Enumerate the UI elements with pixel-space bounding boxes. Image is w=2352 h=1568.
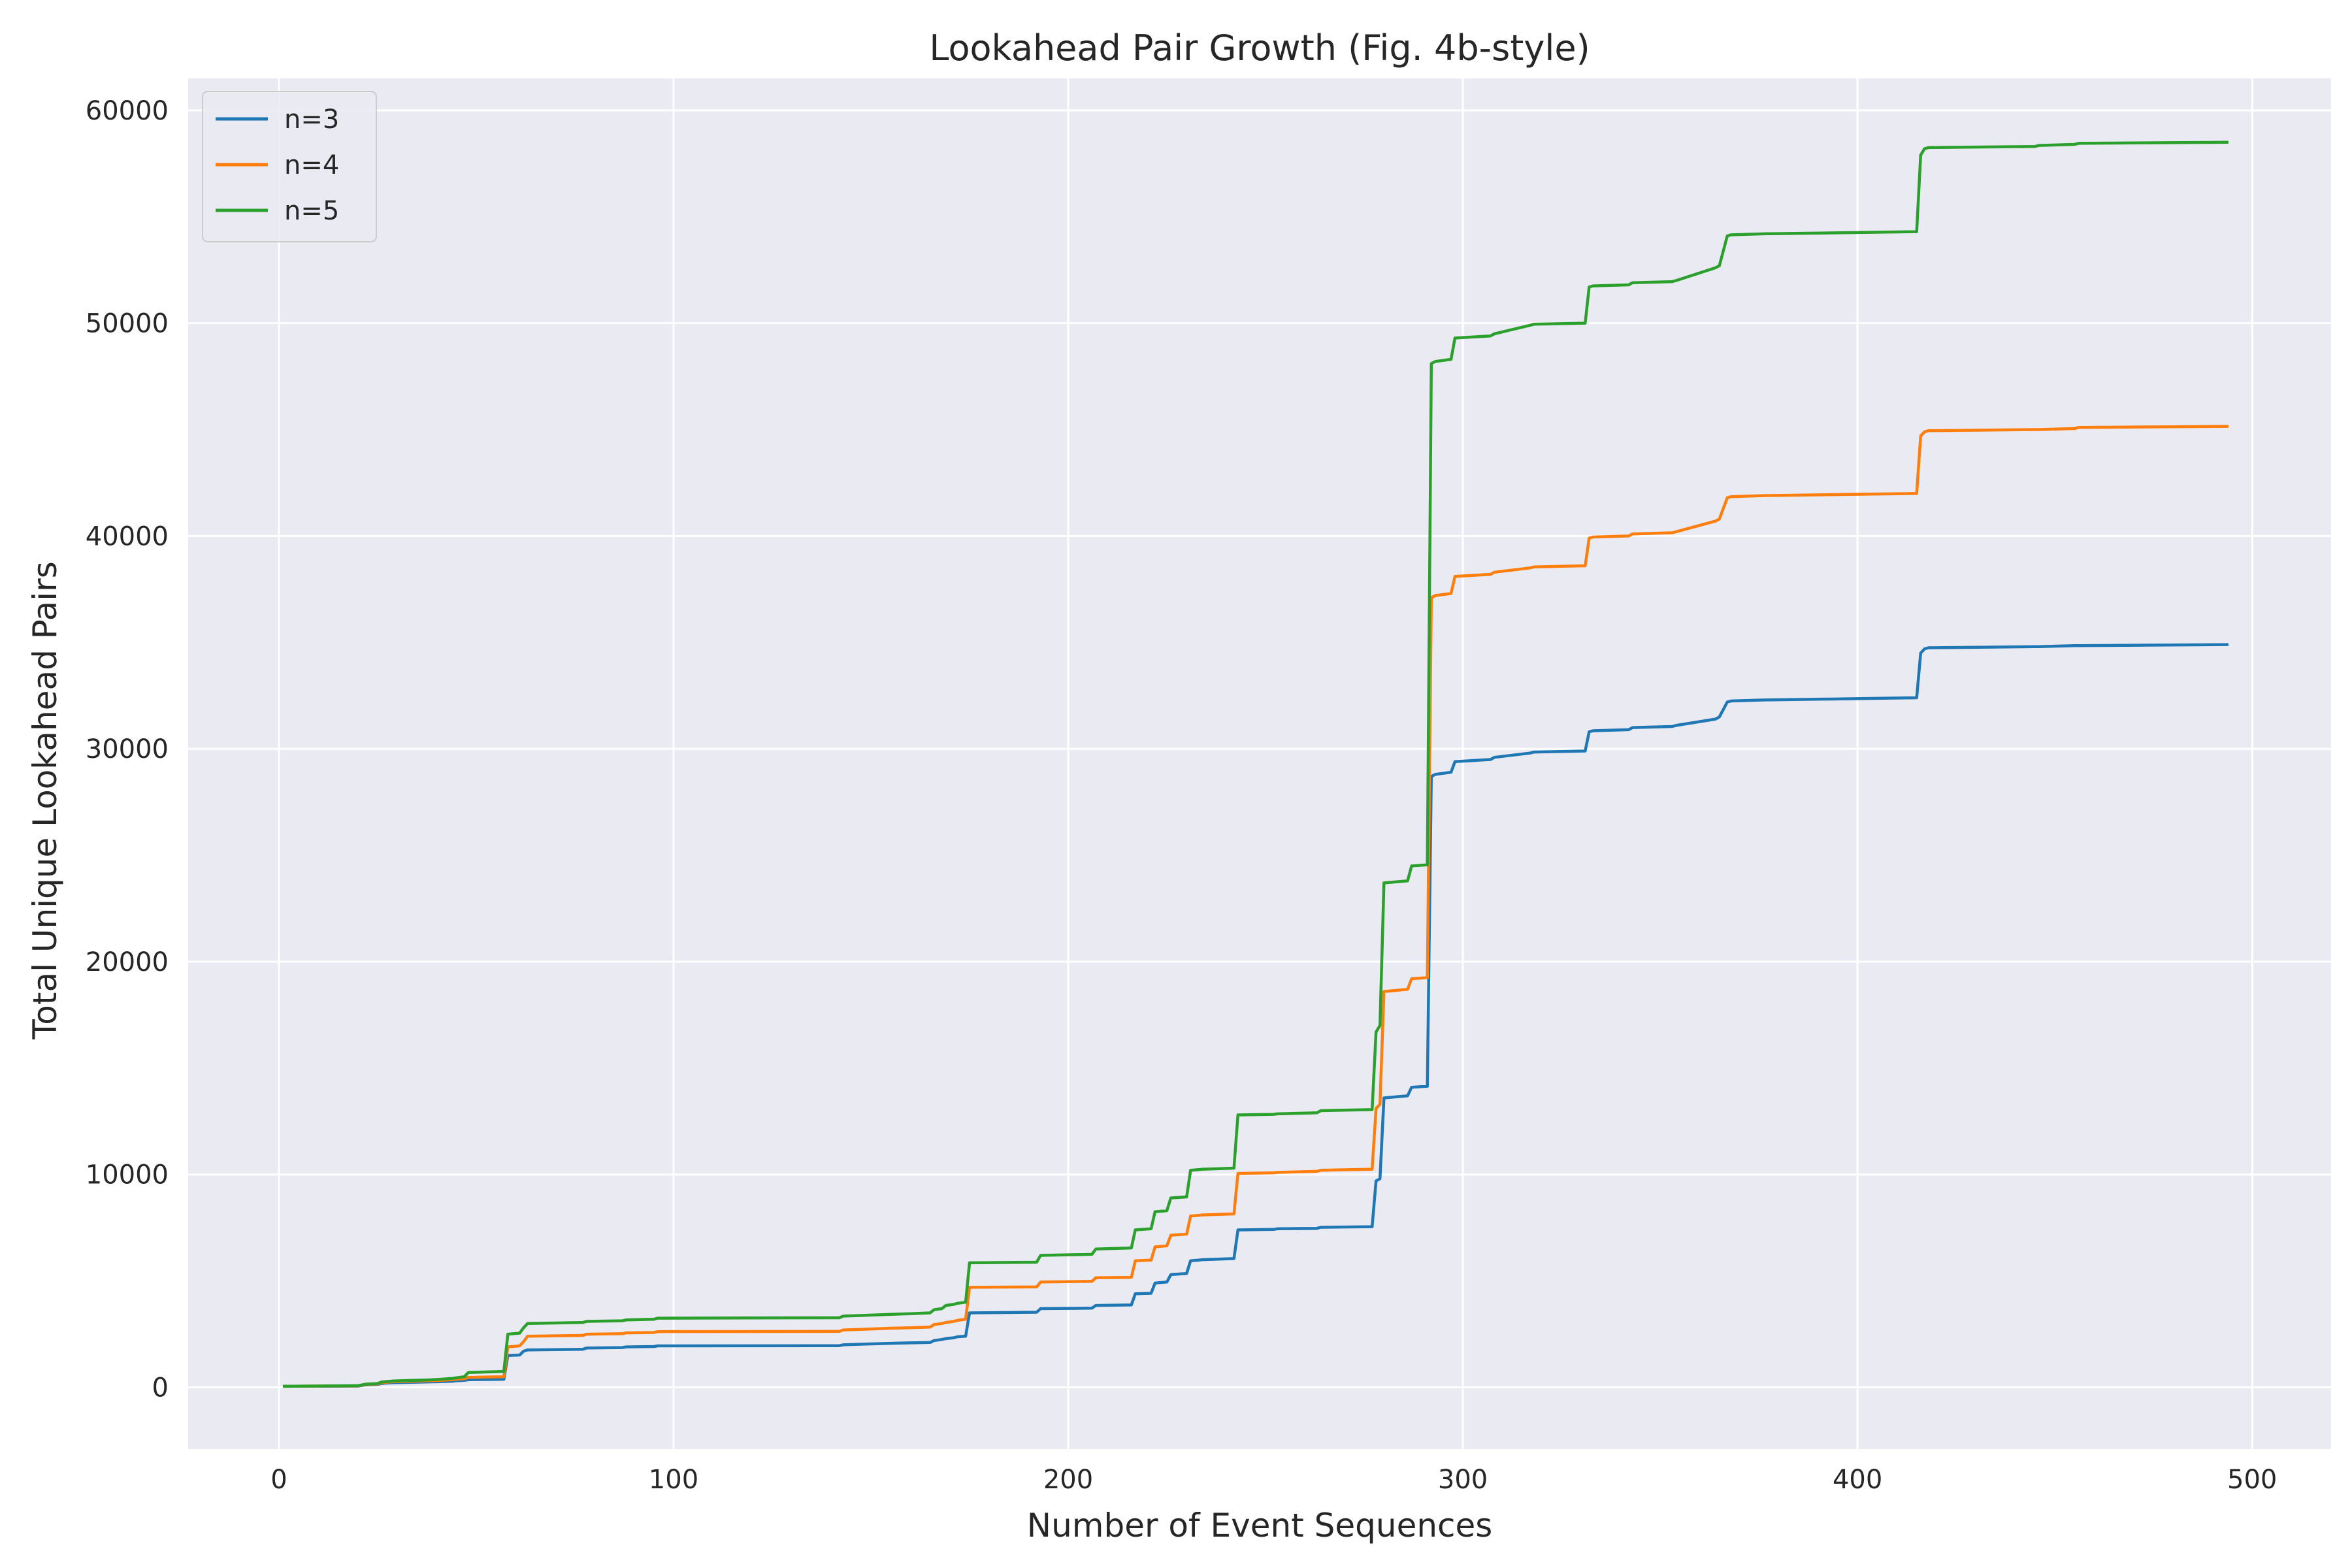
series-line-n-5 — [282, 140, 2229, 1388]
x-tick-label: 300 — [1438, 1465, 1488, 1495]
legend-box — [202, 91, 377, 242]
legend-entry-label: n=3 — [284, 105, 339, 135]
series-line-n-4 — [282, 425, 2229, 1388]
plot-area — [188, 78, 2331, 1449]
y-tick-label: 50000 — [86, 309, 169, 339]
y-tick-label: 0 — [152, 1373, 169, 1403]
y-tick-label: 10000 — [86, 1160, 169, 1190]
y-tick-label: 20000 — [86, 947, 169, 977]
x-tick-label: 200 — [1043, 1465, 1093, 1495]
y-axis-label: Total Unique Lookahead Pairs — [26, 561, 64, 1040]
y-axis-ticks: 0 10000 20000 30000 40000 50000 60000 — [86, 96, 169, 1403]
chart-title: Lookahead Pair Growth (Fig. 4b-style) — [929, 27, 1590, 69]
x-tick-label: 400 — [1833, 1465, 1882, 1495]
x-axis-ticks: 0 100 200 300 400 500 — [270, 1465, 2277, 1495]
legend: n=3 n=4 n=5 — [202, 91, 377, 242]
x-tick-label: 0 — [270, 1465, 287, 1495]
series-layer — [282, 140, 2229, 1388]
y-tick-label: 60000 — [86, 96, 169, 126]
legend-entry-label: n=4 — [284, 150, 339, 180]
x-tick-label: 500 — [2227, 1465, 2277, 1495]
legend-entry-label: n=5 — [284, 196, 339, 226]
x-axis-label: Number of Event Sequences — [1027, 1507, 1493, 1544]
y-tick-label: 40000 — [86, 521, 169, 551]
y-tick-label: 30000 — [86, 734, 169, 764]
series-line-n-3 — [282, 643, 2229, 1388]
x-tick-label: 100 — [649, 1465, 698, 1495]
grid-lines — [188, 78, 2331, 1449]
